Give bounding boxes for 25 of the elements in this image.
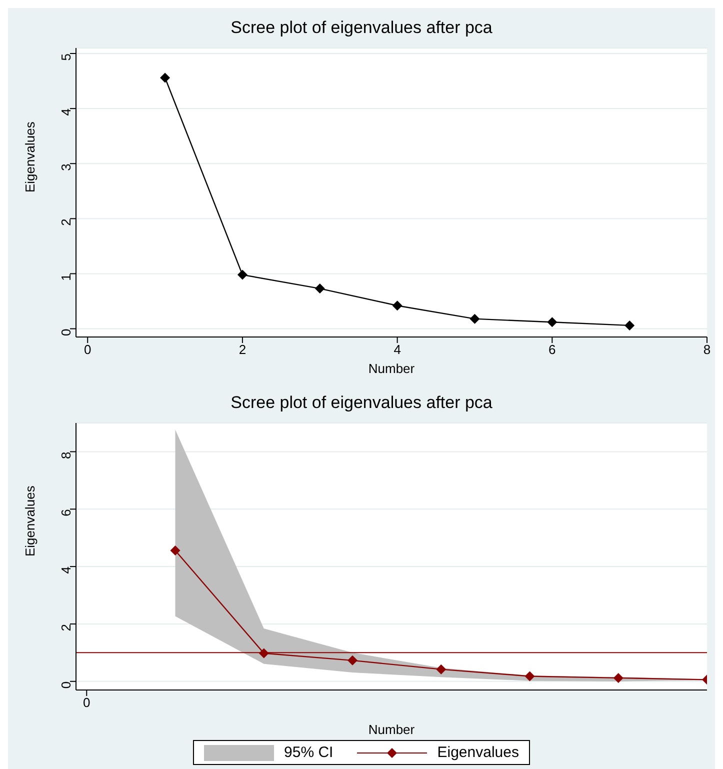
chart-title: Scree plot of eigenvalues after pca [230, 392, 494, 414]
y-axis-title: Eigenvalues [22, 121, 38, 192]
x-axis-title: Number [368, 361, 416, 376]
y-tick-label: 4 [58, 566, 74, 574]
text: 0 [83, 695, 90, 710]
x-tick-label: 6 [548, 342, 556, 358]
y-tick-label: 1 [58, 274, 74, 281]
text: 95% CI [284, 744, 334, 761]
y-tick-label: 2 [58, 624, 74, 632]
x-tick-label: 2 [238, 342, 246, 358]
x-tick-label: 8 [703, 342, 711, 358]
y-tick-label: 0 [58, 328, 74, 336]
x-tick-label: 4 [394, 342, 401, 358]
legend-label: Eigenvalues [437, 744, 519, 761]
y-tick-label: 0 [58, 681, 74, 689]
y-tick-label: 3 [58, 164, 74, 171]
x-tick-label: 0 [84, 342, 92, 358]
y-tick-label: 6 [58, 509, 74, 516]
y-tick-label: 5 [58, 54, 74, 61]
x-axis-title: Number [368, 722, 416, 737]
y-tick-label: 2 [58, 218, 74, 226]
y-tick-label: 8 [58, 452, 74, 459]
y-axis-title: Eigenvalues [22, 485, 38, 556]
y-tick-label: 4 [58, 108, 74, 116]
chart-title: Scree plot of eigenvalues after pca [230, 17, 494, 39]
